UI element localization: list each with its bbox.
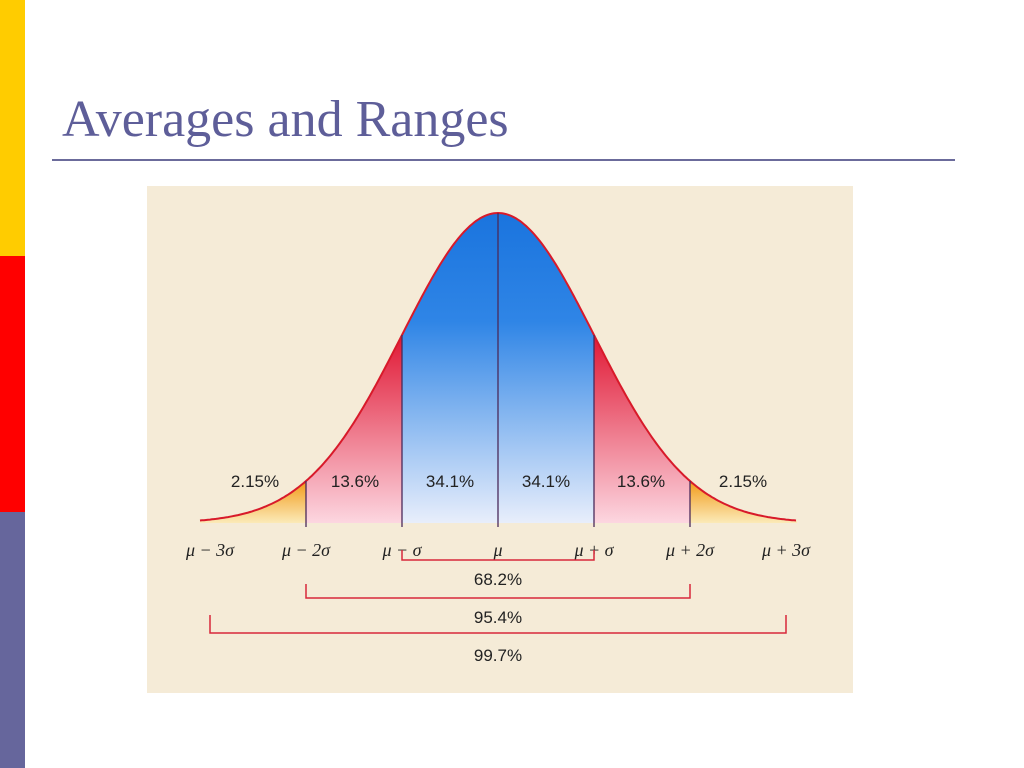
stripe-purple	[0, 512, 25, 768]
axis-label: μ + 2σ	[665, 540, 715, 560]
region-label: 13.6%	[331, 472, 379, 491]
region-label: 34.1%	[426, 472, 474, 491]
region-fill	[690, 481, 797, 523]
stripe-yellow	[0, 0, 25, 256]
range-label: 95.4%	[474, 608, 522, 627]
region-label: 34.1%	[522, 472, 570, 491]
region-label: 2.15%	[231, 472, 279, 491]
range-label: 68.2%	[474, 570, 522, 589]
stripe-red	[0, 256, 25, 512]
axis-label: μ − 2σ	[281, 540, 331, 560]
range-bracket	[209, 615, 787, 634]
slide-title: Averages and Ranges	[62, 91, 509, 148]
range-bracket	[401, 550, 595, 561]
range-bracket	[305, 584, 691, 599]
axis-label: μ + 3σ	[761, 540, 811, 560]
axis-label: μ	[492, 540, 502, 560]
region-fill	[200, 481, 306, 523]
range-label: 99.7%	[474, 646, 522, 665]
normal-curve-figure: 2.15% 13.6% 34.1% 34.1% 13.6% 2.15% μ − 3σ μ − …	[185, 211, 811, 665]
axis-label: μ − 3σ	[185, 540, 235, 560]
region-label: 13.6%	[617, 472, 665, 491]
region-label: 2.15%	[719, 472, 767, 491]
